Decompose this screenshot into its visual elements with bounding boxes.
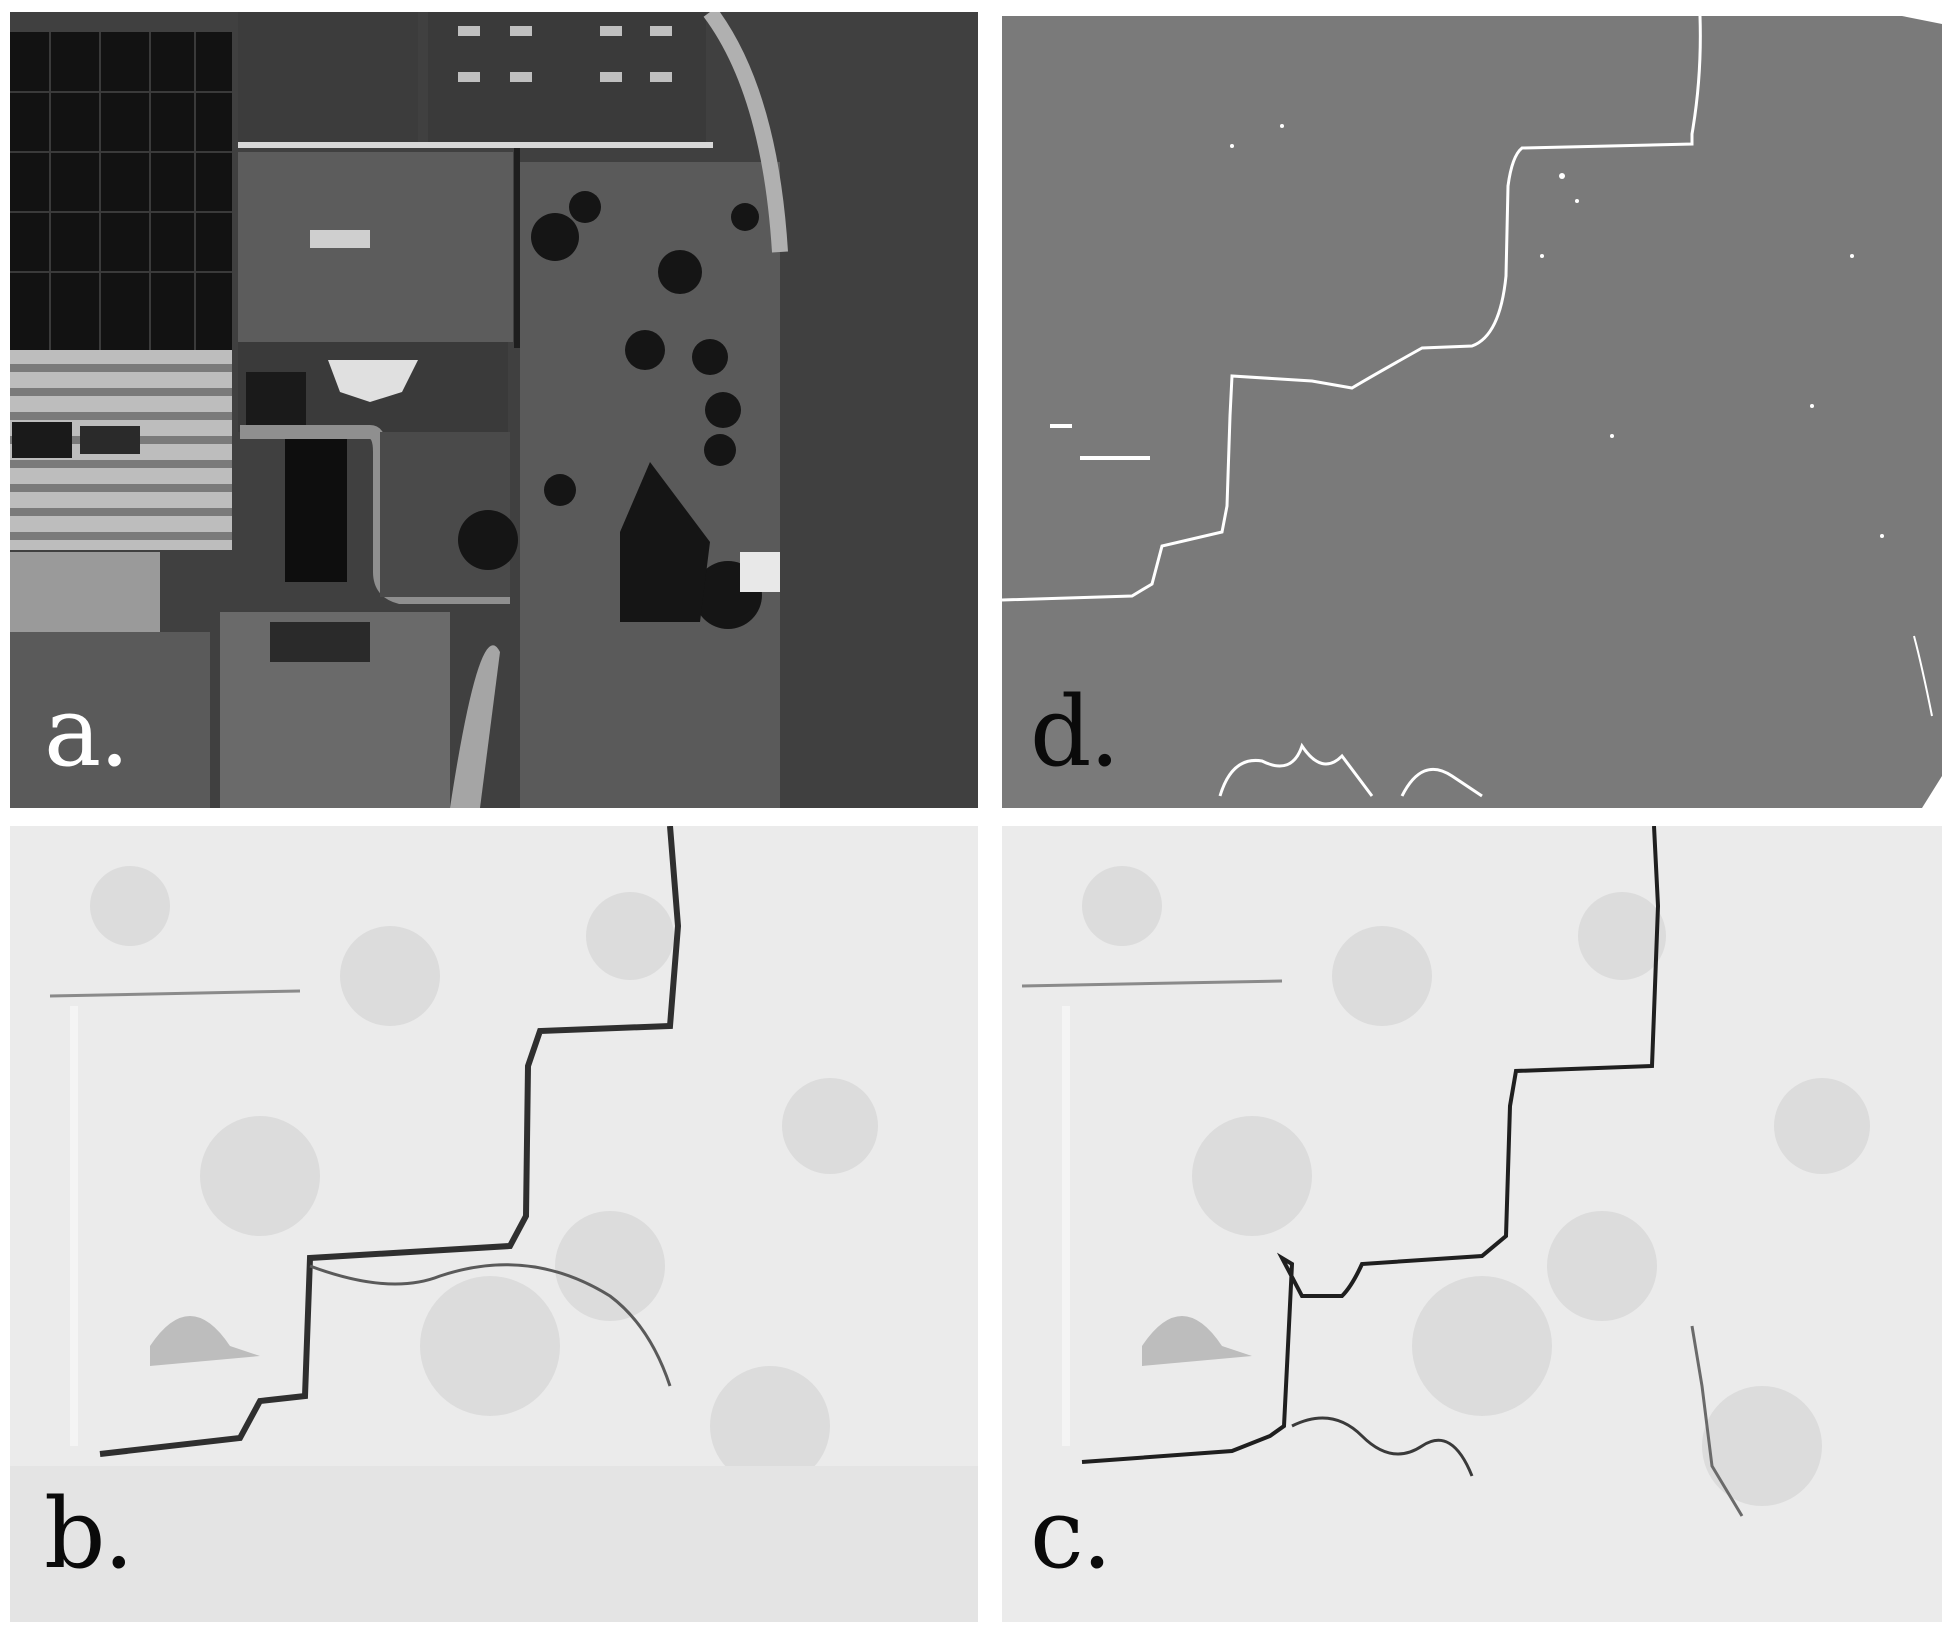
panel-c-hillshade-refined: c. xyxy=(1002,826,1942,1622)
panel-label-a: a. xyxy=(44,676,130,788)
panel-d-difference-map: d. xyxy=(1002,16,1942,808)
difference-map-image xyxy=(1002,16,1942,808)
panel-label-d: d. xyxy=(1030,676,1120,788)
panel-label-c: c. xyxy=(1030,1478,1112,1590)
panel-a-aerial-photo: a. xyxy=(10,12,978,808)
panel-b-hillshade: b. xyxy=(10,826,978,1622)
hillshade-image-b xyxy=(10,826,978,1622)
aerial-photo-image xyxy=(10,12,978,808)
panel-label-b: b. xyxy=(44,1478,134,1590)
hillshade-image-c xyxy=(1002,826,1942,1622)
